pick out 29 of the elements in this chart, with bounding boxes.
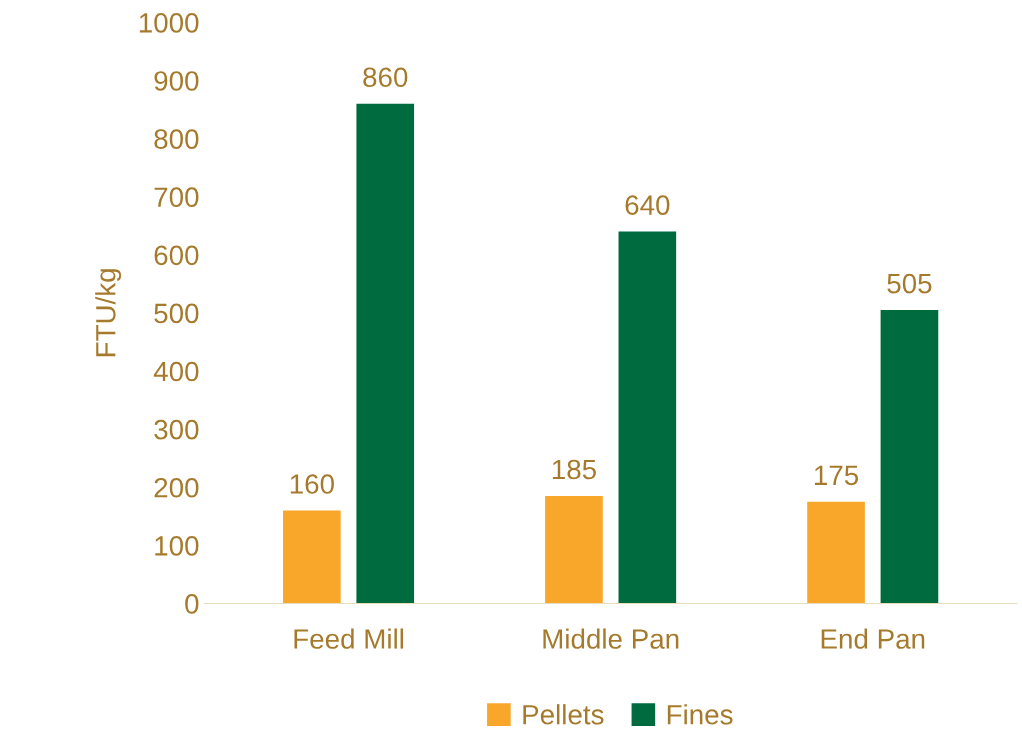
data-label: 505 [887, 273, 932, 294]
data-label: 185 [552, 459, 596, 480]
y-tick-label: 300 [154, 419, 199, 440]
data-label: 860 [363, 67, 408, 88]
y-tick-label: 200 [154, 477, 199, 498]
y-tick-label: 900 [154, 71, 199, 91]
y-tick-label: 100 [155, 536, 199, 556]
data-label: 640 [625, 195, 670, 215]
y-tick-label: 600 [154, 245, 199, 266]
data-label: 160 [290, 474, 334, 494]
y-tick-label: 500 [154, 303, 199, 324]
x-tick-label: Feed Mill [294, 628, 404, 649]
bar [356, 103, 415, 604]
y-tick-label: 800 [154, 129, 199, 149]
x-tick-label: End Pan [821, 628, 925, 649]
x-tick-label: Middle Pan [543, 628, 679, 649]
y-tick-label: 700 [154, 187, 199, 208]
bar [283, 510, 341, 604]
bar [880, 309, 939, 604]
bar [545, 495, 603, 604]
legend-label: Pellets [523, 704, 604, 725]
bar [807, 501, 865, 604]
legend-label: Fines [667, 704, 733, 725]
y-tick-label: 400 [153, 361, 199, 382]
y-tick-label: 1000 [139, 13, 199, 33]
data-label: 175 [814, 465, 859, 486]
y-tick-label: 0 [185, 594, 199, 614]
bar [618, 231, 677, 604]
y-axis-title: FTU/kg [95, 269, 122, 357]
